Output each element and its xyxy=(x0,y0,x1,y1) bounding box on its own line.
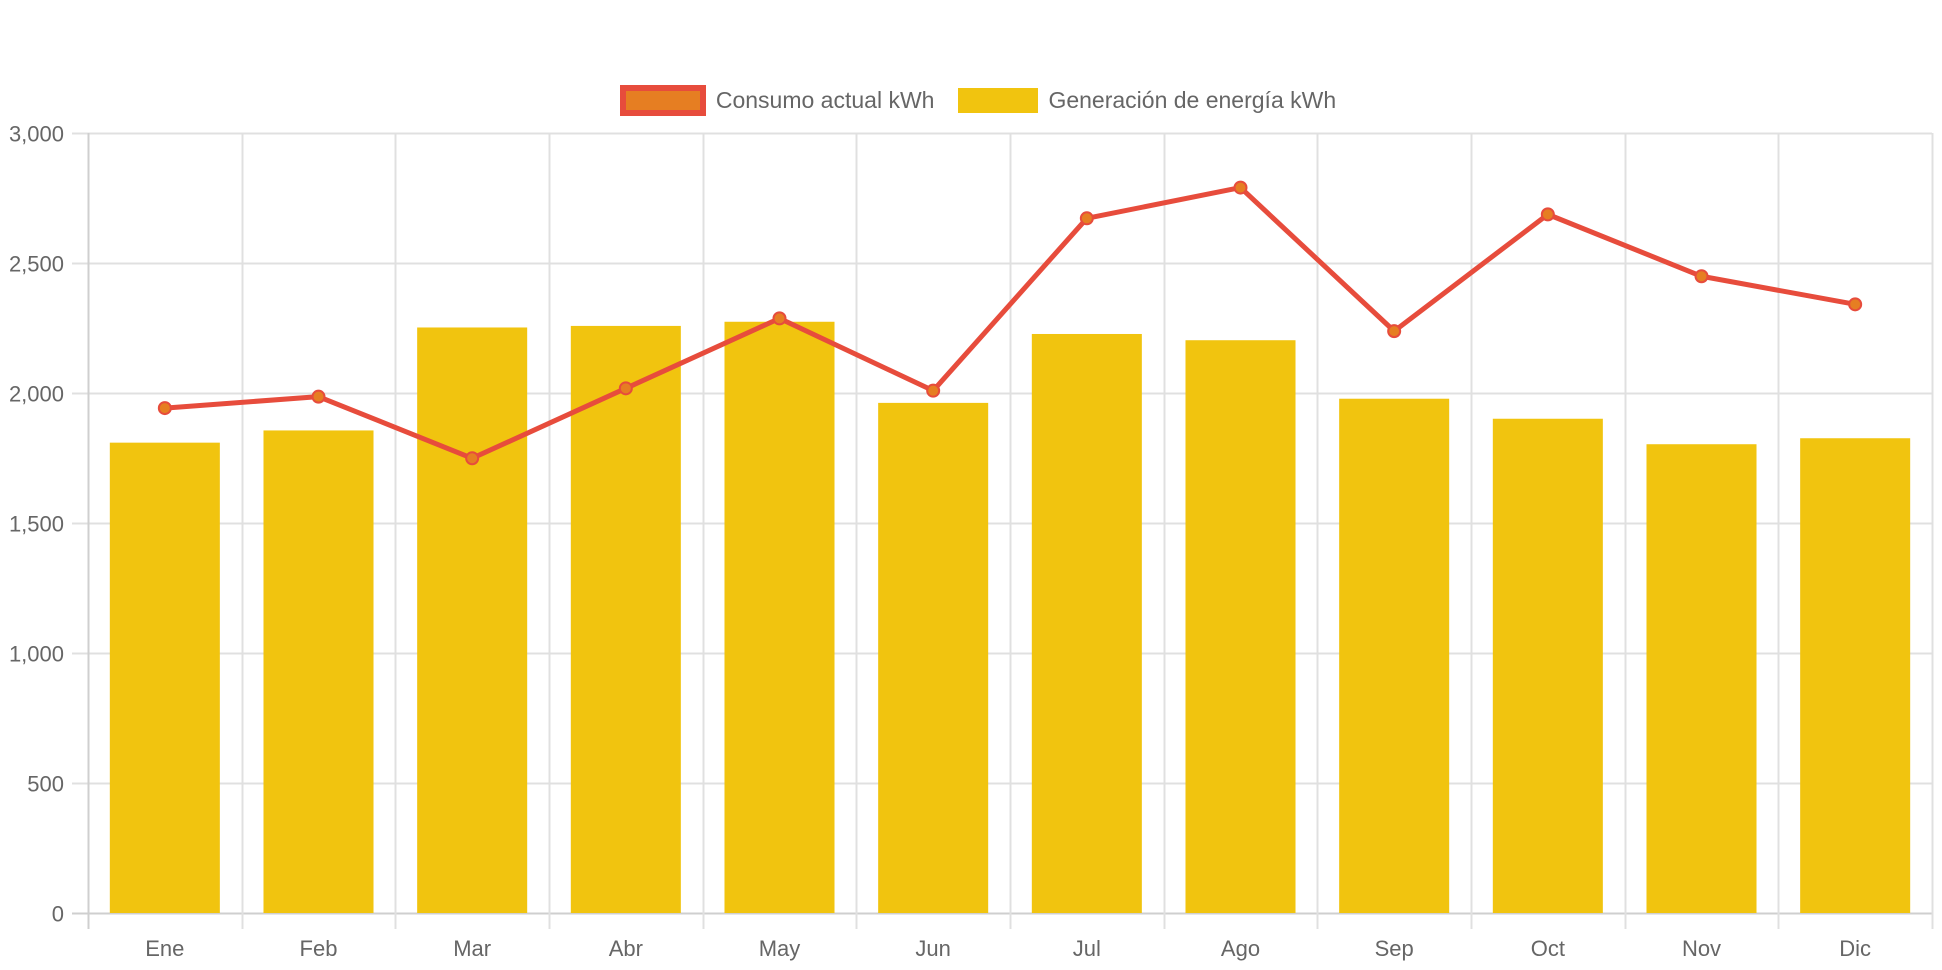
bar-generacion-may[interactable] xyxy=(724,321,835,913)
point-consumo-jul[interactable] xyxy=(1079,211,1094,226)
bar-generacion-abr[interactable] xyxy=(570,325,681,913)
y-tick-label: 1,000 xyxy=(9,642,64,667)
x-tick-label: Jul xyxy=(1073,936,1101,961)
bar-generacion-ene[interactable] xyxy=(109,442,220,913)
x-tick-label: Dic xyxy=(1839,936,1871,961)
y-tick-label: 0 xyxy=(52,902,64,927)
bar-generacion-jul[interactable] xyxy=(1031,333,1142,914)
y-tick-label: 2,000 xyxy=(9,382,64,407)
x-tick-label: Ago xyxy=(1221,936,1260,961)
x-tick-label: Jun xyxy=(915,936,950,961)
point-consumo-may[interactable] xyxy=(772,311,787,326)
legend-item-generacion[interactable]: Generación de energía kWh xyxy=(958,87,1336,114)
bar-series-generacion xyxy=(109,321,1911,914)
bar-generacion-dic[interactable] xyxy=(1800,438,1911,913)
chart-legend: Consumo actual kWh Generación de energía… xyxy=(0,85,1942,116)
grid-layer xyxy=(72,132,1934,929)
bar-generacion-nov[interactable] xyxy=(1646,444,1757,913)
x-tick-label: Nov xyxy=(1682,936,1721,961)
axis-layer: 0 500 1,000 1,500 2,000 2,500 3,000 Ene Feb Mar Ab… xyxy=(9,122,1871,962)
point-consumo-oct[interactable] xyxy=(1540,207,1555,222)
x-tick-label: Oct xyxy=(1531,936,1565,961)
bar-generacion-jun[interactable] xyxy=(878,402,989,913)
legend-label-consumo: Consumo actual kWh xyxy=(715,87,935,113)
bar-generacion-feb[interactable] xyxy=(263,430,374,913)
x-tick-label: Abr xyxy=(609,936,643,961)
point-consumo-mar[interactable] xyxy=(465,451,480,466)
point-consumo-ago[interactable] xyxy=(1233,180,1248,195)
x-tick-label: Sep xyxy=(1375,936,1414,961)
x-tick-label: Feb xyxy=(300,936,338,961)
x-tick-label: Ene xyxy=(145,936,184,961)
line-series-consumo xyxy=(157,180,1863,466)
y-tick-label: 2,500 xyxy=(9,252,64,277)
bar-generacion-sep[interactable] xyxy=(1339,398,1450,914)
point-consumo-feb[interactable] xyxy=(311,389,326,404)
legend-item-consumo[interactable]: Consumo actual kWh xyxy=(619,85,935,116)
bar-generacion-ago[interactable] xyxy=(1185,340,1296,914)
x-tick-label: May xyxy=(759,936,801,961)
bar-generacion-oct[interactable] xyxy=(1492,418,1603,913)
x-tick-label: Mar xyxy=(453,936,491,961)
y-tick-label: 3,000 xyxy=(9,122,64,147)
bar-generacion-mar[interactable] xyxy=(417,327,528,914)
y-tick-label: 500 xyxy=(27,772,64,797)
line-consumo xyxy=(164,185,1856,461)
legend-label-generacion: Generación de energía kWh xyxy=(1048,87,1337,113)
point-consumo-dic[interactable] xyxy=(1848,297,1863,312)
point-consumo-jun[interactable] xyxy=(926,383,941,398)
point-consumo-nov[interactable] xyxy=(1694,269,1709,284)
point-consumo-abr[interactable] xyxy=(618,381,633,396)
point-consumo-sep[interactable] xyxy=(1387,324,1402,339)
point-consumo-ene[interactable] xyxy=(157,401,172,416)
legend-swatch-consumo xyxy=(619,85,706,116)
y-tick-label: 1,500 xyxy=(9,512,64,537)
legend-swatch-generacion xyxy=(958,88,1039,113)
